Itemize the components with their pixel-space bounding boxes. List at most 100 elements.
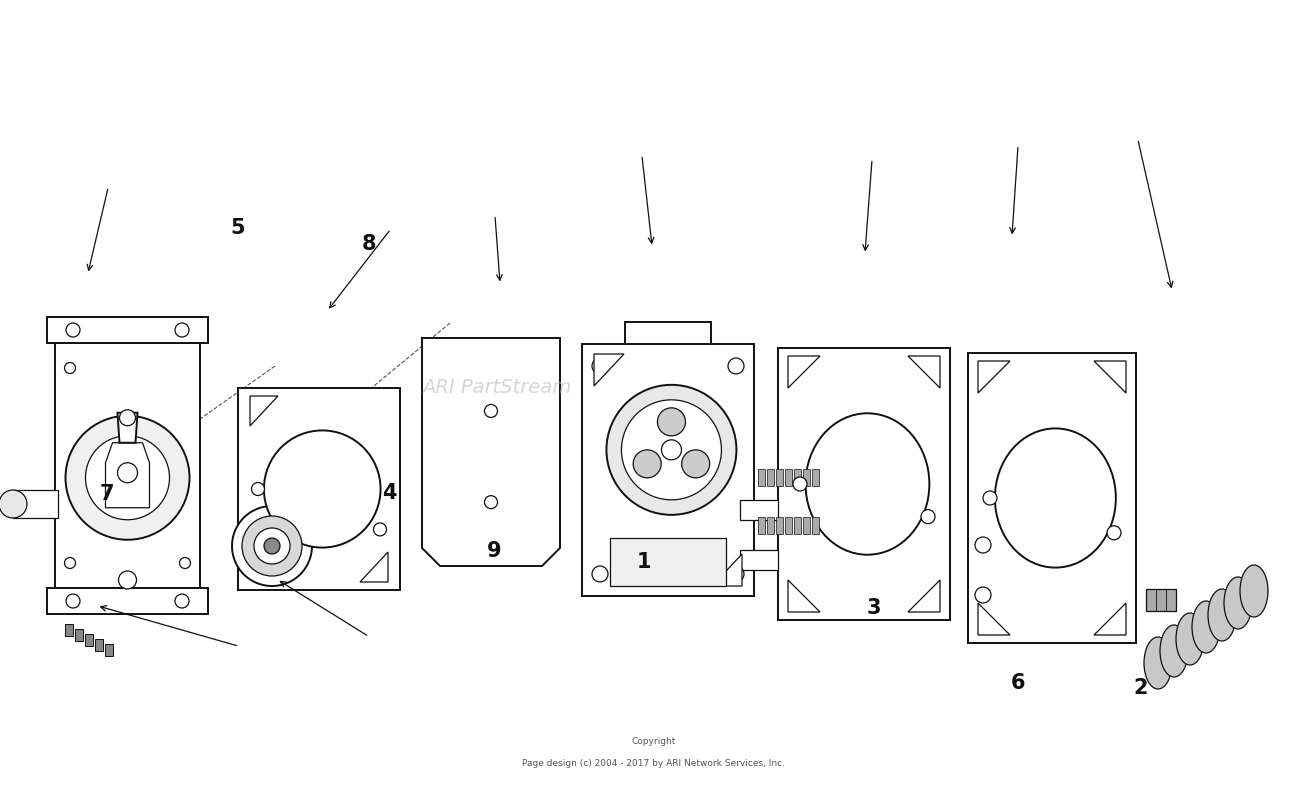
Ellipse shape (1144, 637, 1172, 689)
Bar (794, 469, 800, 486)
Circle shape (264, 538, 280, 554)
Bar (812, 469, 819, 486)
Bar (95, 639, 103, 651)
Circle shape (484, 495, 497, 509)
Polygon shape (594, 354, 624, 386)
Polygon shape (1093, 361, 1126, 393)
Polygon shape (250, 396, 279, 426)
Polygon shape (712, 554, 742, 586)
Polygon shape (908, 580, 940, 612)
Ellipse shape (806, 413, 930, 555)
Circle shape (179, 558, 191, 569)
Circle shape (729, 358, 744, 374)
Bar (794, 517, 800, 534)
Text: 8: 8 (361, 234, 377, 254)
Circle shape (0, 490, 27, 518)
Circle shape (374, 523, 386, 536)
Ellipse shape (1224, 577, 1252, 629)
Text: 9: 9 (487, 541, 502, 561)
Polygon shape (908, 356, 940, 388)
Bar (65, 624, 73, 636)
Text: 2: 2 (1133, 679, 1148, 698)
Circle shape (974, 587, 991, 603)
Text: 5: 5 (230, 218, 246, 238)
Text: 4: 4 (382, 483, 398, 503)
Bar (625, 322, 712, 344)
Circle shape (64, 363, 76, 373)
Circle shape (662, 440, 681, 460)
Circle shape (118, 463, 137, 482)
Text: Page design (c) 2004 - 2017 by ARI Network Services, Inc.: Page design (c) 2004 - 2017 by ARI Netwo… (522, 759, 786, 768)
Bar (1146, 589, 1176, 611)
Bar (13, 490, 58, 518)
Circle shape (658, 408, 685, 436)
Polygon shape (740, 500, 778, 520)
Polygon shape (978, 603, 1010, 635)
Circle shape (633, 450, 661, 478)
Ellipse shape (264, 431, 381, 548)
Polygon shape (360, 552, 388, 582)
Bar (766, 469, 774, 486)
Ellipse shape (1240, 565, 1267, 617)
Polygon shape (787, 356, 820, 388)
Circle shape (119, 410, 136, 426)
Circle shape (921, 510, 935, 524)
Bar (75, 629, 82, 641)
Bar (47, 317, 208, 343)
Bar (803, 469, 810, 486)
Bar (968, 353, 1137, 643)
Bar (55, 343, 200, 588)
Circle shape (65, 416, 190, 540)
Bar (238, 388, 400, 590)
Circle shape (251, 482, 264, 495)
Circle shape (974, 537, 991, 553)
Bar (776, 517, 783, 534)
Polygon shape (106, 443, 149, 507)
Polygon shape (787, 580, 820, 612)
Circle shape (65, 323, 80, 337)
Circle shape (254, 528, 290, 564)
Bar (803, 517, 810, 534)
Circle shape (484, 405, 497, 418)
Bar (785, 517, 793, 534)
Bar (105, 644, 112, 656)
Circle shape (242, 516, 302, 576)
Bar (610, 538, 726, 586)
Ellipse shape (1209, 589, 1236, 641)
Text: 3: 3 (866, 598, 882, 617)
Circle shape (593, 566, 608, 582)
Circle shape (65, 594, 80, 608)
Polygon shape (740, 550, 778, 570)
Bar (47, 588, 208, 614)
Ellipse shape (1192, 601, 1220, 653)
Circle shape (593, 358, 608, 374)
Ellipse shape (1160, 625, 1188, 677)
Circle shape (984, 491, 997, 505)
Text: ARI PartStream: ARI PartStream (422, 378, 572, 398)
Circle shape (64, 558, 76, 569)
Text: 7: 7 (99, 485, 115, 504)
Polygon shape (978, 361, 1010, 393)
Circle shape (793, 477, 807, 491)
Bar (85, 634, 93, 646)
Circle shape (1107, 526, 1121, 540)
Polygon shape (422, 338, 560, 566)
Text: Copyright: Copyright (632, 737, 676, 747)
Bar (766, 517, 774, 534)
Text: 1: 1 (636, 552, 651, 571)
Circle shape (232, 506, 313, 586)
Circle shape (607, 385, 736, 515)
Bar (759, 469, 765, 486)
Circle shape (119, 571, 136, 589)
Circle shape (175, 594, 188, 608)
Bar (759, 517, 765, 534)
Circle shape (85, 436, 170, 520)
Bar (582, 344, 753, 596)
Circle shape (175, 323, 188, 337)
Ellipse shape (1176, 613, 1203, 665)
Circle shape (681, 450, 710, 478)
Polygon shape (1093, 603, 1126, 635)
Ellipse shape (995, 428, 1116, 567)
Bar (785, 469, 793, 486)
Bar (776, 469, 783, 486)
